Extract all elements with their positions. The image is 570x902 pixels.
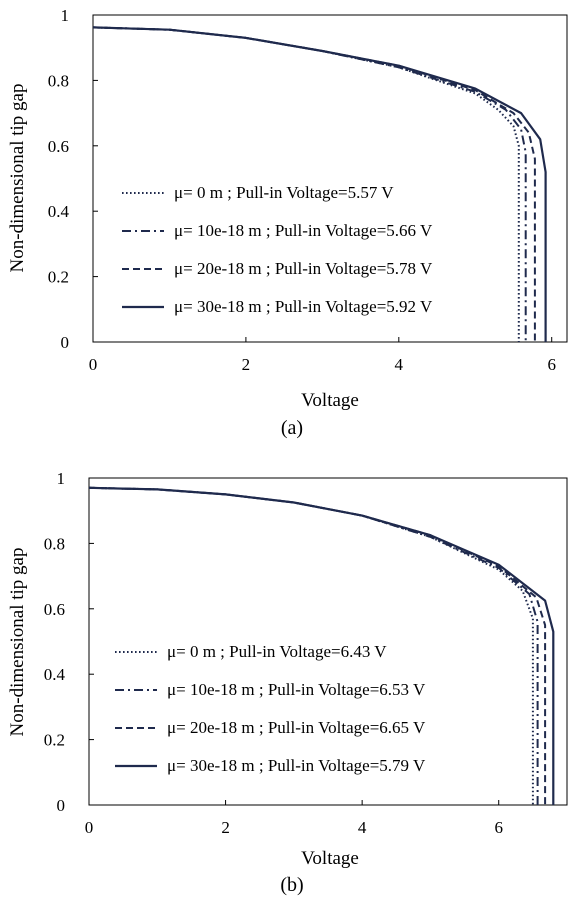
chart-a: 0 0.2 0.4 0.6 0.8 1 0 2 4 6 μ= 0 m ; Pull-in Volt… — [7, 6, 568, 439]
x-tick-label-b: 6 — [494, 818, 503, 837]
x-tick-label-a: 4 — [395, 355, 404, 374]
legend-entry-b-3: μ= 30e-18 m ; Pull-in Voltage=5.79 V — [167, 756, 426, 775]
series-line-a-3 — [92, 26, 547, 342]
y-tick-label-b: 0.4 — [44, 665, 66, 684]
legend-entry-b-1: μ= 10e-18 m ; Pull-in Voltage=6.53 V — [167, 680, 426, 699]
x-tick-label-a: 2 — [242, 355, 251, 374]
y-tick-label-a: 0 — [61, 333, 70, 352]
x-tick-label-a: 6 — [547, 355, 556, 374]
y-tick-label-a: 0.4 — [48, 202, 70, 221]
y-tick-label-b: 0.6 — [44, 600, 65, 619]
y-tick-label-b: 0.2 — [44, 731, 65, 750]
plot-area-a — [92, 14, 568, 343]
legend-entry-a-3: μ= 30e-18 m ; Pull-in Voltage=5.92 V — [174, 297, 433, 316]
y-tick-label-a: 0.2 — [48, 268, 69, 287]
y-tick-label-b: 1 — [57, 469, 66, 488]
y-axis-label-a: Non-dimensional tip gap — [7, 84, 28, 273]
x-tick-label-b: 0 — [85, 818, 94, 837]
caption-a: (a) — [281, 417, 303, 439]
x-tick-label-b: 2 — [221, 818, 230, 837]
y-tick-label-b: 0 — [57, 796, 66, 815]
y-tick-label-a: 0.6 — [48, 137, 69, 156]
x-axis-label-b: Voltage — [301, 848, 359, 869]
y-tick-label-a: 1 — [61, 6, 70, 25]
chart-b: 0 0.2 0.4 0.6 0.8 1 0 2 4 6 μ= 0 m ; Pull-in Volt… — [7, 469, 568, 896]
legend-entry-a-2: μ= 20e-18 m ; Pull-in Voltage=5.78 V — [174, 259, 433, 278]
legend-entry-b-2: μ= 20e-18 m ; Pull-in Voltage=6.65 V — [167, 718, 426, 737]
caption-b: (b) — [280, 874, 303, 896]
x-tick-label-a: 0 — [89, 355, 98, 374]
legend-entry-a-1: μ= 10e-18 m ; Pull-in Voltage=5.66 V — [174, 221, 433, 240]
x-axis-label-a: Voltage — [301, 390, 359, 411]
plot-area-b — [88, 477, 568, 806]
series-line-b-0 — [88, 486, 534, 805]
series-line-b-3 — [88, 486, 555, 805]
legend-entry-b-0: μ= 0 m ; Pull-in Voltage=6.43 V — [167, 642, 387, 661]
y-axis-label-b: Non-dimensional tip gap — [7, 548, 28, 737]
y-tick-label-b: 0.8 — [44, 534, 65, 553]
legend-entry-a-0: μ= 0 m ; Pull-in Voltage=5.57 V — [174, 183, 394, 202]
y-tick-label-a: 0.8 — [48, 71, 69, 90]
x-tick-label-b: 4 — [358, 818, 367, 837]
